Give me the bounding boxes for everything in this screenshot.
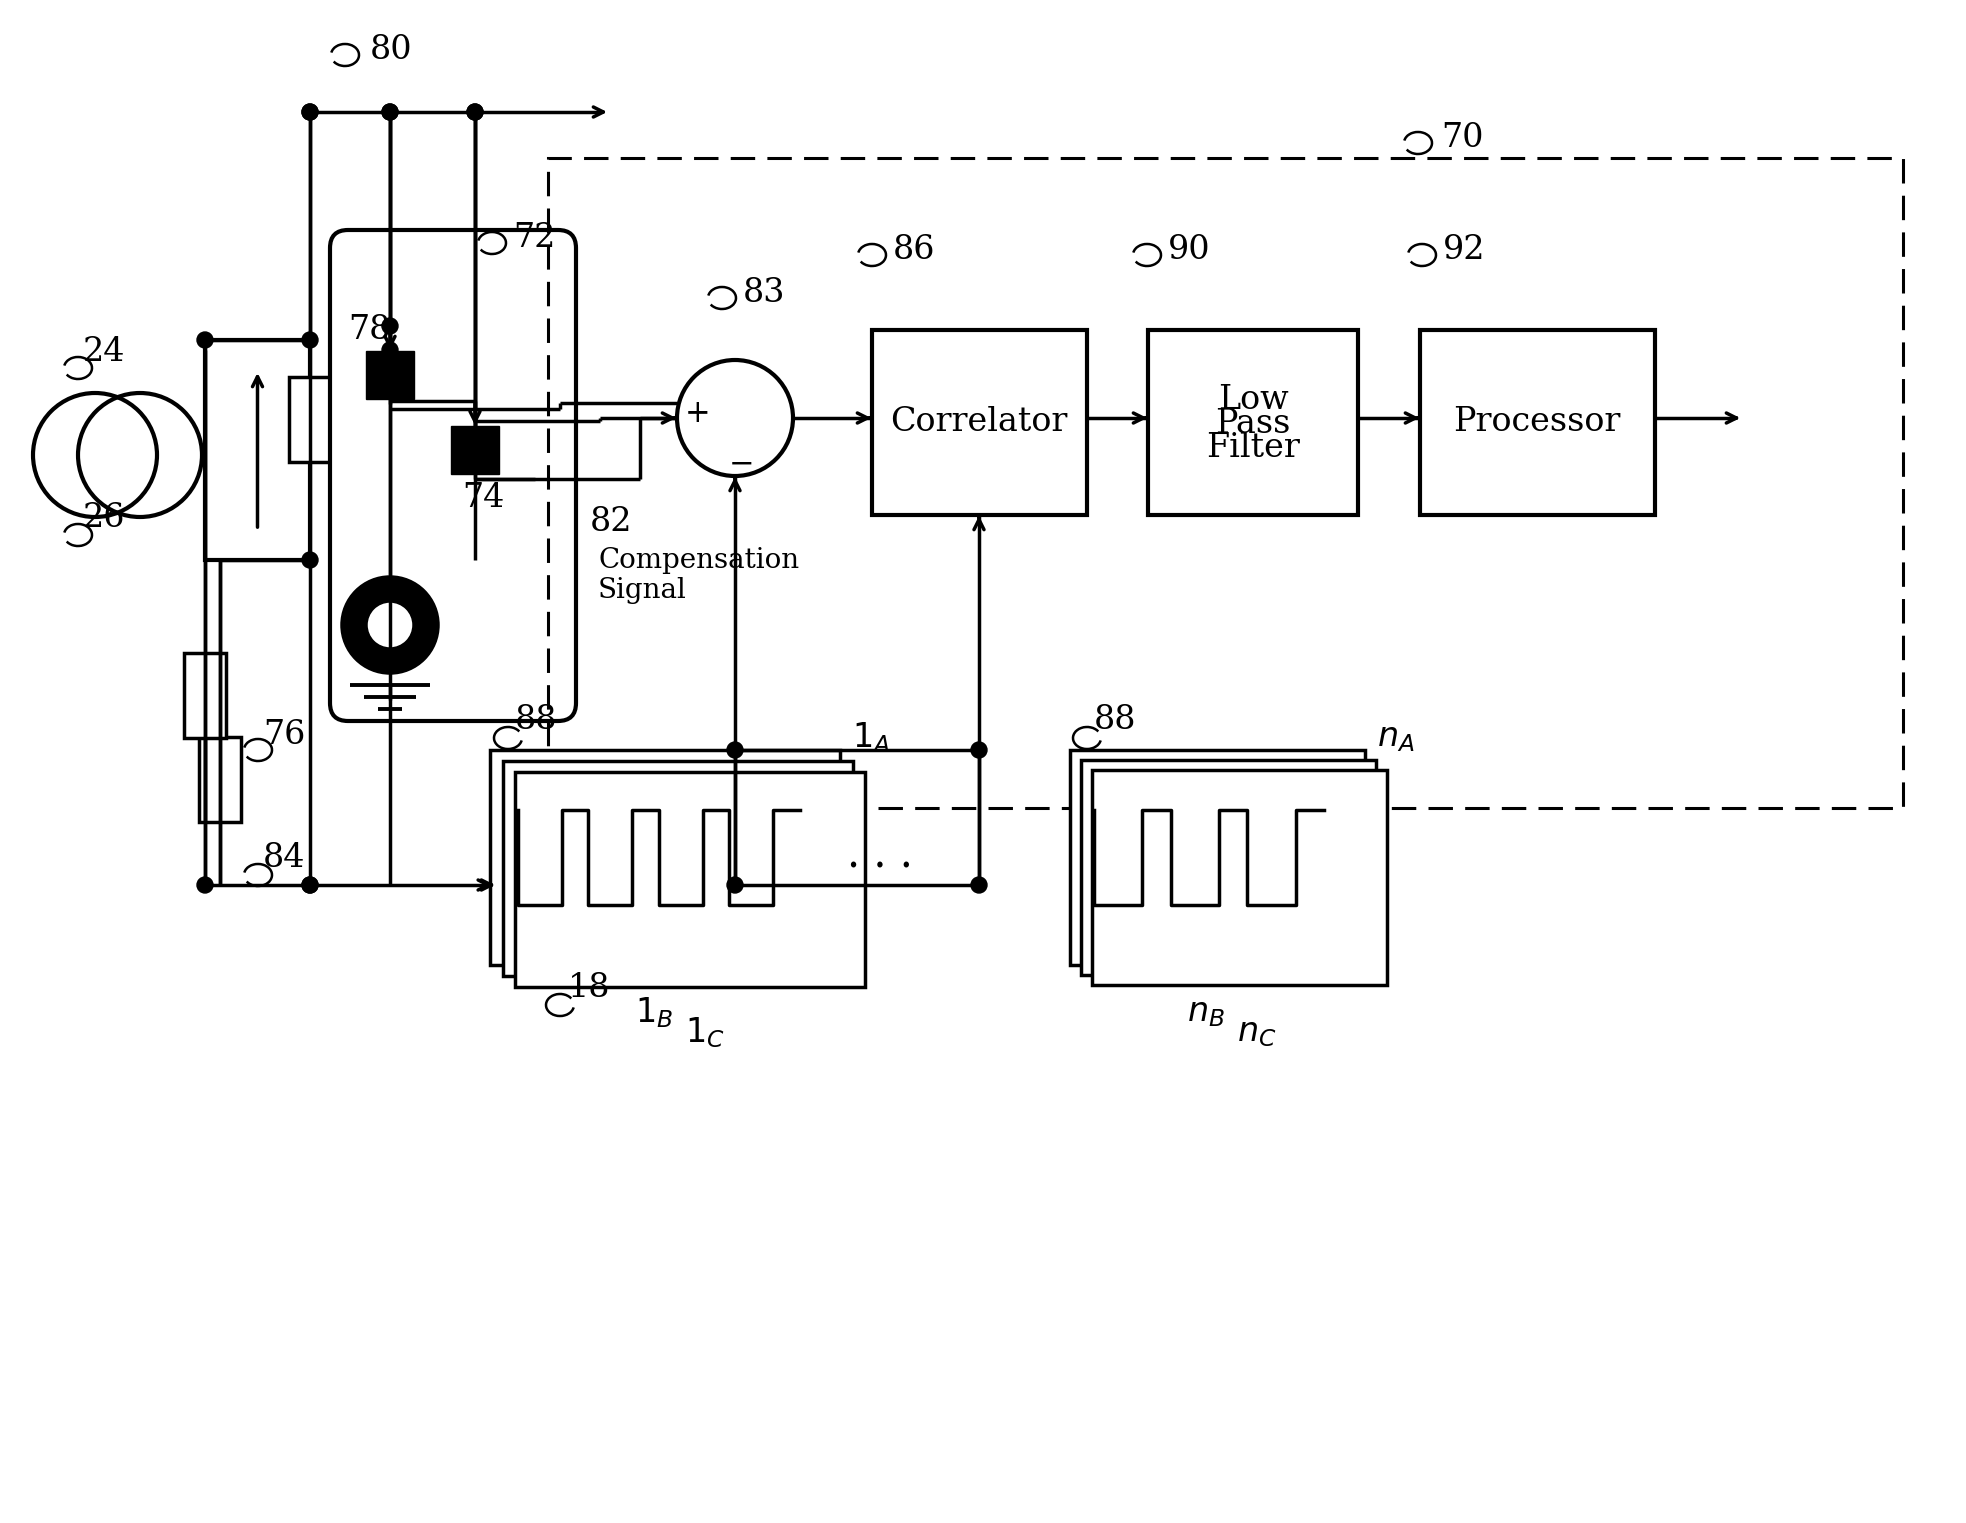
Text: 80: 80 [370, 34, 413, 65]
Text: 24: 24 [83, 337, 126, 369]
Text: 18: 18 [568, 972, 611, 1004]
Circle shape [381, 104, 397, 120]
Circle shape [342, 577, 438, 673]
Text: −: − [729, 448, 755, 480]
Text: 88: 88 [515, 704, 558, 736]
Bar [289, 378, 330, 461]
Bar [1070, 749, 1364, 966]
Text: Processor: Processor [1453, 407, 1620, 439]
Text: Signal: Signal [598, 577, 686, 603]
Text: 78: 78 [348, 314, 391, 346]
Circle shape [303, 551, 318, 568]
Circle shape [727, 742, 743, 758]
Circle shape [303, 877, 318, 892]
Circle shape [468, 104, 484, 120]
Text: $n_B$: $n_B$ [1187, 998, 1225, 1030]
Circle shape [303, 104, 318, 120]
Bar [1091, 771, 1386, 985]
Bar [204, 340, 311, 560]
Circle shape [971, 877, 987, 892]
Text: Correlator: Correlator [891, 407, 1068, 439]
Text: $1_B$: $1_B$ [635, 996, 672, 1031]
Circle shape [197, 877, 212, 892]
Bar [450, 426, 499, 474]
Circle shape [197, 332, 212, 347]
Circle shape [381, 318, 397, 334]
Circle shape [303, 877, 318, 892]
Bar [503, 762, 853, 976]
Text: Filter: Filter [1205, 433, 1300, 465]
Text: $1_C$: $1_C$ [684, 1016, 725, 1051]
Text: 84: 84 [263, 842, 305, 874]
Text: Pass: Pass [1215, 408, 1292, 440]
Text: Compensation: Compensation [598, 547, 798, 574]
Circle shape [381, 343, 397, 358]
Circle shape [303, 332, 318, 347]
Text: 86: 86 [893, 235, 936, 267]
Bar [490, 749, 839, 966]
Circle shape [727, 877, 743, 892]
Text: +: + [684, 398, 710, 428]
Bar [1419, 330, 1655, 515]
Bar [366, 350, 415, 399]
Bar [515, 772, 865, 987]
Bar [199, 737, 242, 822]
Circle shape [303, 104, 318, 120]
Bar [549, 158, 1903, 809]
Text: $n_A$: $n_A$ [1376, 722, 1414, 754]
Circle shape [971, 742, 987, 758]
Circle shape [676, 359, 792, 477]
Text: Low: Low [1217, 384, 1288, 416]
Text: 74: 74 [462, 481, 503, 513]
Text: $1_A$: $1_A$ [851, 720, 891, 755]
Text: 76: 76 [263, 719, 305, 751]
Bar [185, 653, 226, 739]
Text: 82: 82 [590, 506, 633, 538]
Text: 83: 83 [743, 277, 786, 309]
Text: 90: 90 [1168, 235, 1211, 267]
Text: $n_C$: $n_C$ [1237, 1017, 1276, 1049]
Text: 88: 88 [1093, 704, 1136, 736]
Circle shape [366, 602, 415, 649]
Bar [873, 330, 1087, 515]
Text: 72: 72 [513, 222, 554, 254]
FancyBboxPatch shape [330, 230, 576, 720]
Text: 70: 70 [1441, 122, 1484, 154]
Circle shape [381, 104, 397, 120]
Circle shape [381, 372, 397, 388]
Text: 26: 26 [83, 503, 126, 535]
Circle shape [468, 104, 484, 120]
Bar [1081, 760, 1376, 975]
Bar [1148, 330, 1359, 515]
Text: 92: 92 [1443, 235, 1486, 267]
Text: . . .: . . . [847, 835, 912, 876]
